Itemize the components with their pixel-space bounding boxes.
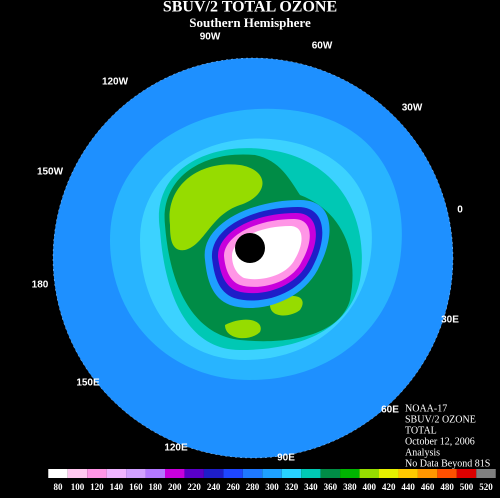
colorbar-swatch xyxy=(48,469,68,478)
colorbar-label: 320 xyxy=(285,482,299,492)
colorbar-swatch xyxy=(476,469,496,478)
longitude-label: 0 xyxy=(457,205,463,216)
colorbar-label: 80 xyxy=(54,482,64,492)
colorbar-swatch xyxy=(320,469,341,478)
colorbar-label: 100 xyxy=(71,482,85,492)
longitude-label: 120E xyxy=(164,443,188,454)
subtitle: Southern Hemisphere xyxy=(189,15,311,30)
colorbar-swatch xyxy=(145,469,165,478)
colorbar-swatch xyxy=(379,469,399,478)
longitude-label: 150W xyxy=(37,167,64,178)
colorbar-swatch xyxy=(417,469,438,478)
colorbar-label: 360 xyxy=(324,482,338,492)
longitude-label: 60W xyxy=(312,41,333,52)
colorbar-label: 300 xyxy=(265,482,279,492)
longitude-label: 90E xyxy=(277,453,295,464)
longitude-label: 90W xyxy=(200,32,221,43)
info-line: October 12, 2006 xyxy=(405,436,475,447)
longitude-label: 30W xyxy=(402,103,423,114)
colorbar-label: 380 xyxy=(343,482,357,492)
info-line: Analysis xyxy=(405,447,440,458)
title: SBUV/2 TOTAL OZONE xyxy=(163,0,337,16)
longitude-label: 60E xyxy=(381,405,399,416)
colorbar-swatch xyxy=(359,469,379,478)
info-line: SBUV/2 OZONE xyxy=(405,414,476,425)
colorbar-label: 200 xyxy=(168,482,182,492)
longitude-label: 150E xyxy=(76,378,100,389)
colorbar-swatch xyxy=(203,469,224,478)
colorbar-label: 180 xyxy=(149,482,163,492)
longitude-label: 120W xyxy=(102,77,129,88)
colorbar-swatch xyxy=(126,469,146,478)
info-line: No Data Beyond 81S xyxy=(405,458,490,469)
graticule xyxy=(52,57,454,459)
colorbar-swatch xyxy=(398,469,418,478)
info-line: TOTAL xyxy=(405,425,437,436)
colorbar-label: 220 xyxy=(187,482,201,492)
contour-400-west xyxy=(169,164,263,251)
colorbar-label: 160 xyxy=(129,482,143,492)
colorbar-label: 400 xyxy=(363,482,377,492)
colorbar-swatch xyxy=(262,469,282,478)
colorbar-label: 260 xyxy=(226,482,240,492)
colorbar-swatch xyxy=(106,469,127,478)
colorbar-label: 340 xyxy=(304,482,318,492)
colorbar-swatch xyxy=(281,469,302,478)
colorbar-swatch xyxy=(301,469,321,478)
colorbar-swatch xyxy=(184,469,204,478)
colorbar-swatch xyxy=(437,469,457,478)
colorbar-swatch xyxy=(67,469,88,478)
colorbar-swatch xyxy=(242,469,263,478)
info-line: NOAA-17 xyxy=(405,403,447,414)
colorbar-label: 500 xyxy=(460,482,474,492)
colorbar-label: 120 xyxy=(90,482,104,492)
longitude-label: 180 xyxy=(32,280,49,291)
longitude-label: 30E xyxy=(441,315,459,326)
contour-400-east xyxy=(225,295,303,339)
colorbar-swatch xyxy=(340,469,360,478)
colorbar-swatch xyxy=(87,469,107,478)
colorbar-label: 520 xyxy=(479,482,493,492)
colorbar-swatch xyxy=(456,469,477,478)
colorbar-label: 240 xyxy=(207,482,221,492)
colorbar-label: 140 xyxy=(110,482,124,492)
colorbar-swatch xyxy=(223,469,243,478)
no-data-hole xyxy=(235,233,265,263)
colorbar-swatch xyxy=(165,469,185,478)
colorbar-label: 480 xyxy=(440,482,454,492)
colorbar-label: 420 xyxy=(382,482,396,492)
colorbar-label: 460 xyxy=(421,482,435,492)
colorbar-label: 280 xyxy=(246,482,260,492)
ozone-field xyxy=(52,57,454,459)
colorbar-label: 440 xyxy=(401,482,415,492)
